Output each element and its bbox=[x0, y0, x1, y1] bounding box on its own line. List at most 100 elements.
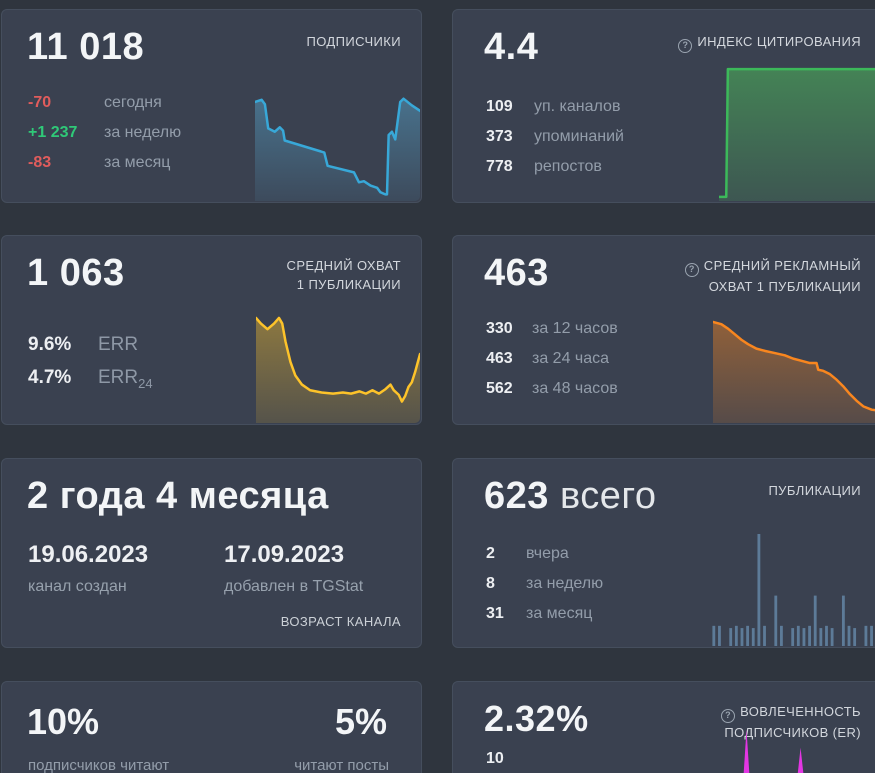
stat-label: ERR bbox=[98, 334, 139, 355]
title-line-2: ОХВАТ 1 ПУБЛИКАЦИИ bbox=[708, 278, 861, 294]
citation-value: 4.4 bbox=[484, 26, 539, 68]
readers-card: 10% 5% подписчиков читают читают посты bbox=[1, 681, 422, 773]
stat-value: 463 bbox=[486, 350, 513, 367]
citation-chart bbox=[719, 65, 875, 201]
subscribers-value: 11 018 bbox=[27, 26, 145, 68]
stat-value: -70 bbox=[28, 94, 52, 111]
avg-reach-card-title: СРЕДНИЙ ОХВАТ 1 ПУБЛИКАЦИИ bbox=[287, 256, 401, 294]
subscribers-card: 11 018 ПОДПИСЧИКИ -70 сегодня +1 237 за … bbox=[1, 9, 422, 203]
stat-value: 31 bbox=[486, 605, 504, 622]
readers-left-value: 10% bbox=[27, 701, 100, 742]
subscribers-chart bbox=[255, 91, 420, 201]
engagement-card-title: ? ВОВЛЕЧЕННОСТЬ ПОДПИСЧИКОВ (ER) bbox=[721, 702, 861, 742]
stat-row: 109 уп. каналов bbox=[486, 98, 624, 128]
citation-stats: 109 уп. каналов 373 упоминаний 778 репос… bbox=[486, 98, 624, 188]
stat-label: за 24 часа bbox=[532, 350, 610, 367]
publications-stats: 2 вчера 8 за неделю 31 за месяц bbox=[486, 545, 603, 635]
stat-value: 9.6% bbox=[28, 334, 72, 355]
stat-value: 109 bbox=[486, 98, 513, 115]
stat-value: 778 bbox=[486, 158, 513, 175]
stat-value: 2 bbox=[486, 545, 495, 562]
stat-label: вчера bbox=[526, 545, 569, 562]
stat-value: +1 237 bbox=[28, 124, 78, 141]
stat-row: 2 вчера bbox=[486, 545, 603, 575]
subscribers-stats: -70 сегодня +1 237 за неделю -83 за меся… bbox=[28, 94, 181, 184]
stat-row: 778 репостов bbox=[486, 158, 624, 188]
ad-reach-card: 463 ? СРЕДНИЙ РЕКЛАМНЫЙ ОХВАТ 1 ПУБЛИКАЦИ… bbox=[452, 235, 875, 425]
stat-label: за 48 часов bbox=[532, 380, 618, 397]
title-line-2: ПОДПИСЧИКОВ (ER) bbox=[724, 724, 861, 740]
stat-label: сегодня bbox=[104, 94, 162, 111]
stat-row: -70 сегодня bbox=[28, 94, 181, 124]
subscribers-card-title: ПОДПИСЧИКИ bbox=[306, 34, 401, 49]
help-icon[interactable]: ? bbox=[684, 262, 699, 277]
stat-label: за 12 часов bbox=[532, 320, 618, 337]
stat-value: 562 bbox=[486, 380, 513, 397]
stat-label: за неделю bbox=[526, 575, 604, 592]
channel-added-date: 17.09.2023 bbox=[224, 541, 345, 568]
citation-card-title: ? ИНДЕКС ЦИТИРОВАНИЯ bbox=[678, 32, 861, 53]
publications-card: 623 всего ПУБЛИКАЦИИ 2 вчера 8 за неделю… bbox=[452, 458, 875, 648]
title-line-2: 1 ПУБЛИКАЦИИ bbox=[296, 277, 401, 292]
stat-label: уп. каналов bbox=[534, 98, 621, 115]
publications-chart bbox=[711, 534, 875, 646]
stat-label: ERR24 bbox=[98, 367, 153, 391]
ad-reach-chart bbox=[713, 312, 875, 423]
channel-age-card: 2 года 4 месяца 19.06.2023 канал создан … bbox=[1, 458, 422, 648]
stat-label: упоминаний bbox=[534, 128, 624, 145]
ad-reach-value: 463 bbox=[484, 252, 549, 294]
stat-row: 4.7% ERR24 bbox=[28, 367, 153, 400]
channel-created-block: 19.06.2023 канал создан bbox=[28, 541, 148, 596]
stat-row: 10 bbox=[486, 750, 532, 773]
channel-added-label: добавлен в TGStat bbox=[224, 578, 364, 595]
publications-suffix: всего bbox=[559, 475, 657, 517]
citation-index-card: 4.4 ? ИНДЕКС ЦИТИРОВАНИЯ 109 уп. каналов … bbox=[452, 9, 875, 203]
avg-reach-value: 1 063 bbox=[27, 252, 125, 294]
avg-reach-card: 1 063 СРЕДНИЙ ОХВАТ 1 ПУБЛИКАЦИИ 9.6% ER… bbox=[1, 235, 422, 425]
stat-row: 373 упоминаний bbox=[486, 128, 624, 158]
stat-row: -83 за месяц bbox=[28, 154, 181, 184]
stat-row: 463 за 24 часа bbox=[486, 350, 618, 380]
engagement-stats: 10 bbox=[486, 750, 532, 773]
stat-value: 330 bbox=[486, 320, 513, 337]
channel-created-label: канал создан bbox=[28, 578, 127, 595]
channel-age-footer: ВОЗРАСТ КАНАЛА bbox=[280, 614, 401, 629]
ad-reach-stats: 330 за 12 часов 463 за 24 часа 562 за 48… bbox=[486, 320, 618, 410]
publications-value: 623 всего bbox=[484, 475, 657, 517]
avg-reach-chart bbox=[256, 310, 420, 423]
avg-reach-stats: 9.6% ERR 4.7% ERR24 bbox=[28, 334, 153, 400]
readers-left-label: подписчиков читают bbox=[28, 757, 170, 773]
help-icon[interactable]: ? bbox=[721, 708, 736, 723]
title-line-1: ? СРЕДНИЙ РЕКЛАМНЫЙ bbox=[684, 256, 861, 277]
engagement-card: 2.32% ? ВОВЛЕЧЕННОСТЬ ПОДПИСЧИКОВ (ER) 10 bbox=[452, 681, 875, 773]
stat-label: за неделю bbox=[104, 124, 182, 141]
stat-value: -83 bbox=[28, 154, 52, 171]
stat-label: за месяц bbox=[104, 154, 171, 171]
stat-value: 10 bbox=[486, 750, 504, 767]
ad-reach-card-title: ? СРЕДНИЙ РЕКЛАМНЫЙ ОХВАТ 1 ПУБЛИКАЦИИ bbox=[684, 256, 861, 296]
stat-row: 562 за 48 часов bbox=[486, 380, 618, 410]
help-icon[interactable]: ? bbox=[678, 38, 693, 53]
stat-row: 31 за месяц bbox=[486, 605, 603, 635]
title-line-1: СРЕДНИЙ ОХВАТ bbox=[286, 258, 401, 273]
title-line-1: ? ВОВЛЕЧЕННОСТЬ bbox=[721, 702, 861, 723]
stat-row: 9.6% ERR bbox=[28, 334, 153, 367]
er-chart bbox=[711, 727, 875, 773]
channel-age-value: 2 года 4 месяца bbox=[27, 475, 329, 517]
channel-added-block: 17.09.2023 добавлен в TGStat bbox=[224, 541, 363, 596]
stat-value: 8 bbox=[486, 575, 495, 592]
stat-value: 373 bbox=[486, 128, 513, 145]
channel-created-date: 19.06.2023 bbox=[28, 541, 149, 568]
readers-right-label: читают посты bbox=[294, 757, 389, 773]
engagement-value: 2.32% bbox=[484, 698, 589, 739]
stat-value: 4.7% bbox=[28, 367, 72, 388]
stat-label: репостов bbox=[534, 158, 602, 175]
stat-row: 8 за неделю bbox=[486, 575, 603, 605]
citation-title-text: ИНДЕКС ЦИТИРОВАНИЯ bbox=[697, 34, 861, 49]
readers-right-value: 5% bbox=[334, 701, 387, 742]
stat-row: +1 237 за неделю bbox=[28, 124, 181, 154]
publications-card-title: ПУБЛИКАЦИИ bbox=[768, 483, 861, 498]
stat-label: за месяц bbox=[526, 605, 593, 622]
stat-row: 330 за 12 часов bbox=[486, 320, 618, 350]
